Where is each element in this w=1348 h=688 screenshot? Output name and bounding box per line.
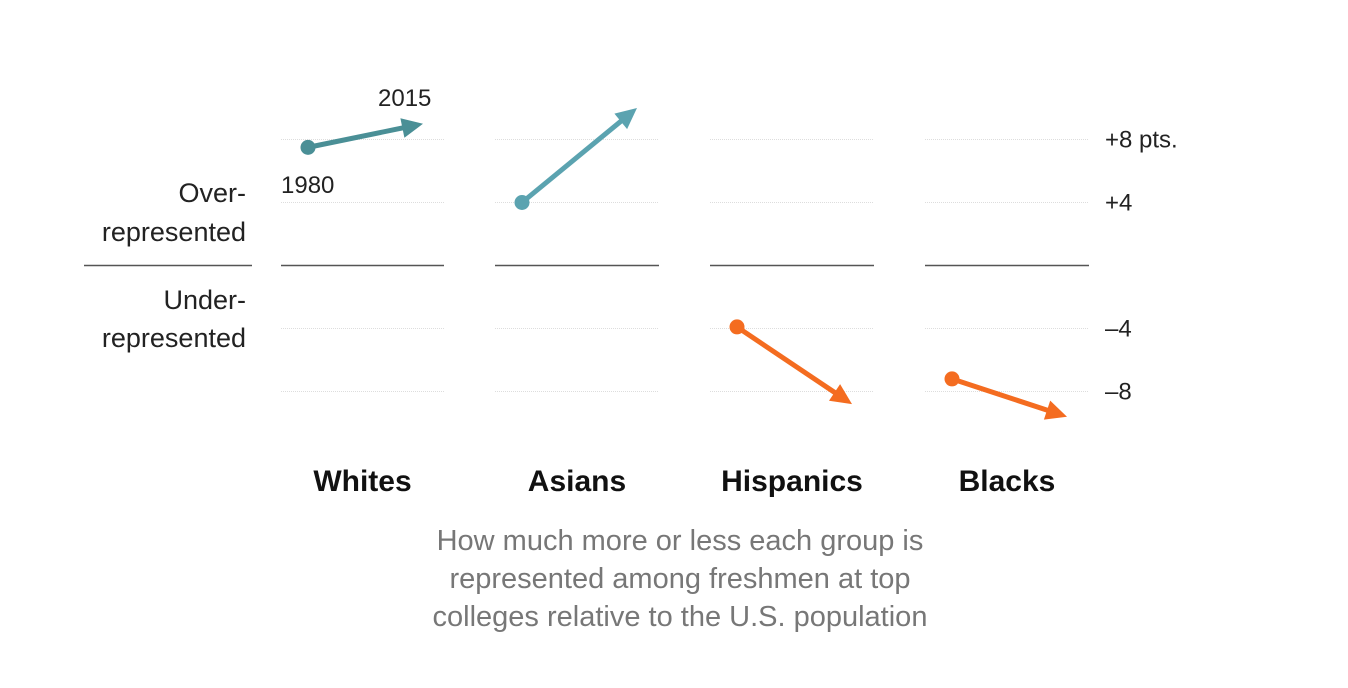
over-label-line2: represented xyxy=(102,217,246,247)
over-label-line1: Over- xyxy=(179,178,247,208)
under-label-line1: Under- xyxy=(163,285,246,315)
start-point xyxy=(514,195,530,210)
category-labels: Whites Asians Hispanics Blacks xyxy=(313,465,1055,498)
series-blacks xyxy=(944,371,1067,420)
year-label-start: 1980 xyxy=(281,172,334,199)
under-label-line2: represented xyxy=(102,323,246,353)
series-asians xyxy=(514,108,637,210)
side-labels: Over- represented Under- represented xyxy=(84,178,252,353)
year-label-end: 2015 xyxy=(378,85,431,112)
category-label: Asians xyxy=(528,465,626,498)
slope-line xyxy=(520,118,624,205)
series-hispanics xyxy=(729,319,852,405)
end-arrowhead xyxy=(829,384,852,405)
y-tick-label: +8 pts. xyxy=(1105,127,1178,154)
category-label: Hispanics xyxy=(721,465,863,498)
grid-layer xyxy=(281,139,1089,392)
end-arrowhead xyxy=(1043,400,1067,420)
series-layer xyxy=(300,108,1067,420)
start-point xyxy=(729,319,745,335)
y-tick-label: –4 xyxy=(1105,316,1132,343)
start-point xyxy=(944,371,960,387)
y-tick-label: –8 xyxy=(1105,379,1132,406)
series-whites xyxy=(300,118,423,155)
y-tick-labels: +8 pts. +4 –4 –8 xyxy=(1105,127,1178,406)
slope-line xyxy=(307,125,405,150)
caption-line: colleges relative to the U.S. population xyxy=(432,601,928,633)
year-annotations: 1980 2015 xyxy=(281,85,431,199)
y-tick-label: +4 xyxy=(1105,190,1132,217)
slope-line xyxy=(951,376,1050,414)
end-arrowhead xyxy=(614,108,637,130)
category-label: Whites xyxy=(313,465,411,498)
slope-line xyxy=(735,324,838,396)
caption-line: represented among freshmen at top xyxy=(449,563,911,595)
category-label: Blacks xyxy=(959,465,1056,498)
start-point xyxy=(300,139,316,155)
chart-caption: How much more or less each group is repr… xyxy=(360,522,1000,636)
end-arrowhead xyxy=(400,118,423,138)
caption-line: How much more or less each group is xyxy=(436,525,924,557)
